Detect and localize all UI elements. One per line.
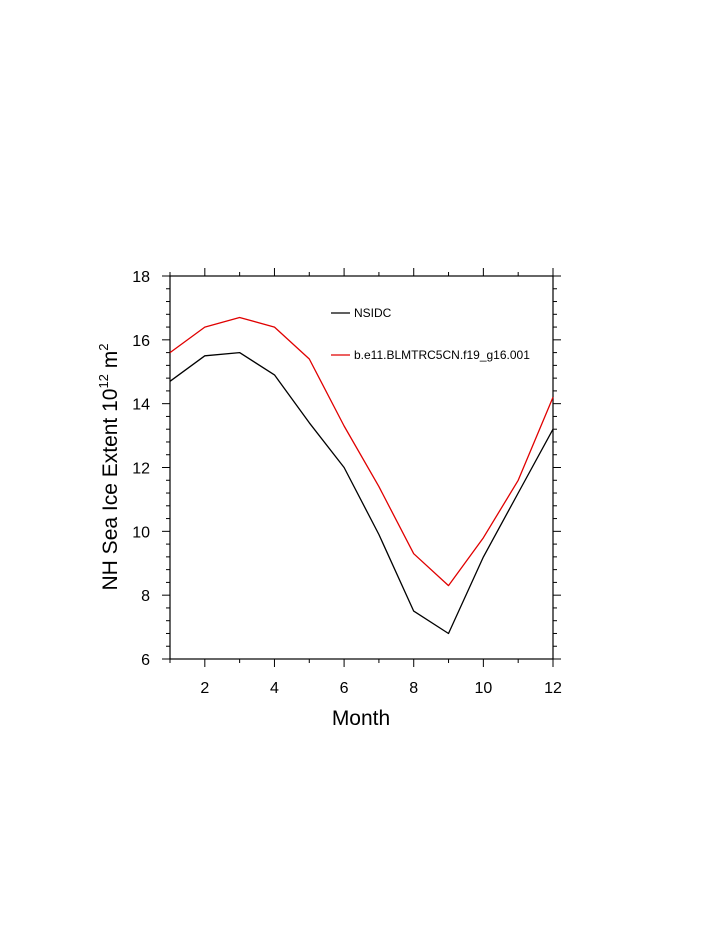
x-tick-label: 2	[200, 680, 209, 697]
series-line-2	[169, 316, 554, 587]
x-tick-label: 4	[270, 680, 279, 697]
y-tick-label: 16	[132, 333, 150, 350]
axis-ticks	[162, 268, 561, 667]
x-tick-label: 10	[474, 680, 492, 697]
y-tick-label: 10	[132, 524, 150, 541]
y-tick-label: 12	[132, 461, 150, 478]
plot-frame	[169, 275, 554, 660]
tick-labels: 2 4 6 8 10 12 6 8 10 12 14 16 18	[132, 269, 562, 697]
y-tick-label: 18	[132, 269, 150, 286]
y-tick-label: 14	[132, 397, 150, 414]
plot-border	[169, 275, 554, 660]
x-axis-title: Month	[332, 707, 390, 730]
x-tick-label: 12	[544, 680, 562, 697]
x-tick-label: 8	[409, 680, 418, 697]
x-tick-label: 6	[340, 680, 349, 697]
series-layer	[169, 316, 554, 635]
y-axis-title-unit: m	[99, 351, 122, 374]
y-axis-title-exp2: 2	[96, 344, 111, 351]
legend-label: b.e11.BLMTRC5CN.f19_g16.001	[354, 348, 530, 362]
y-axis-title-exp1: 12	[96, 374, 111, 388]
legend: NSIDC b.e11.BLMTRC5CN.f19_g16.001	[331, 306, 530, 362]
legend-label: NSIDC	[354, 306, 392, 320]
series-line-1	[169, 351, 554, 635]
y-axis-title: NH Sea Ice Extent 1012 m2	[96, 344, 122, 591]
y-axis-title-main: NH Sea Ice Extent 10	[99, 389, 122, 591]
y-tick-label: 8	[141, 588, 150, 605]
y-tick-label: 6	[141, 652, 150, 669]
